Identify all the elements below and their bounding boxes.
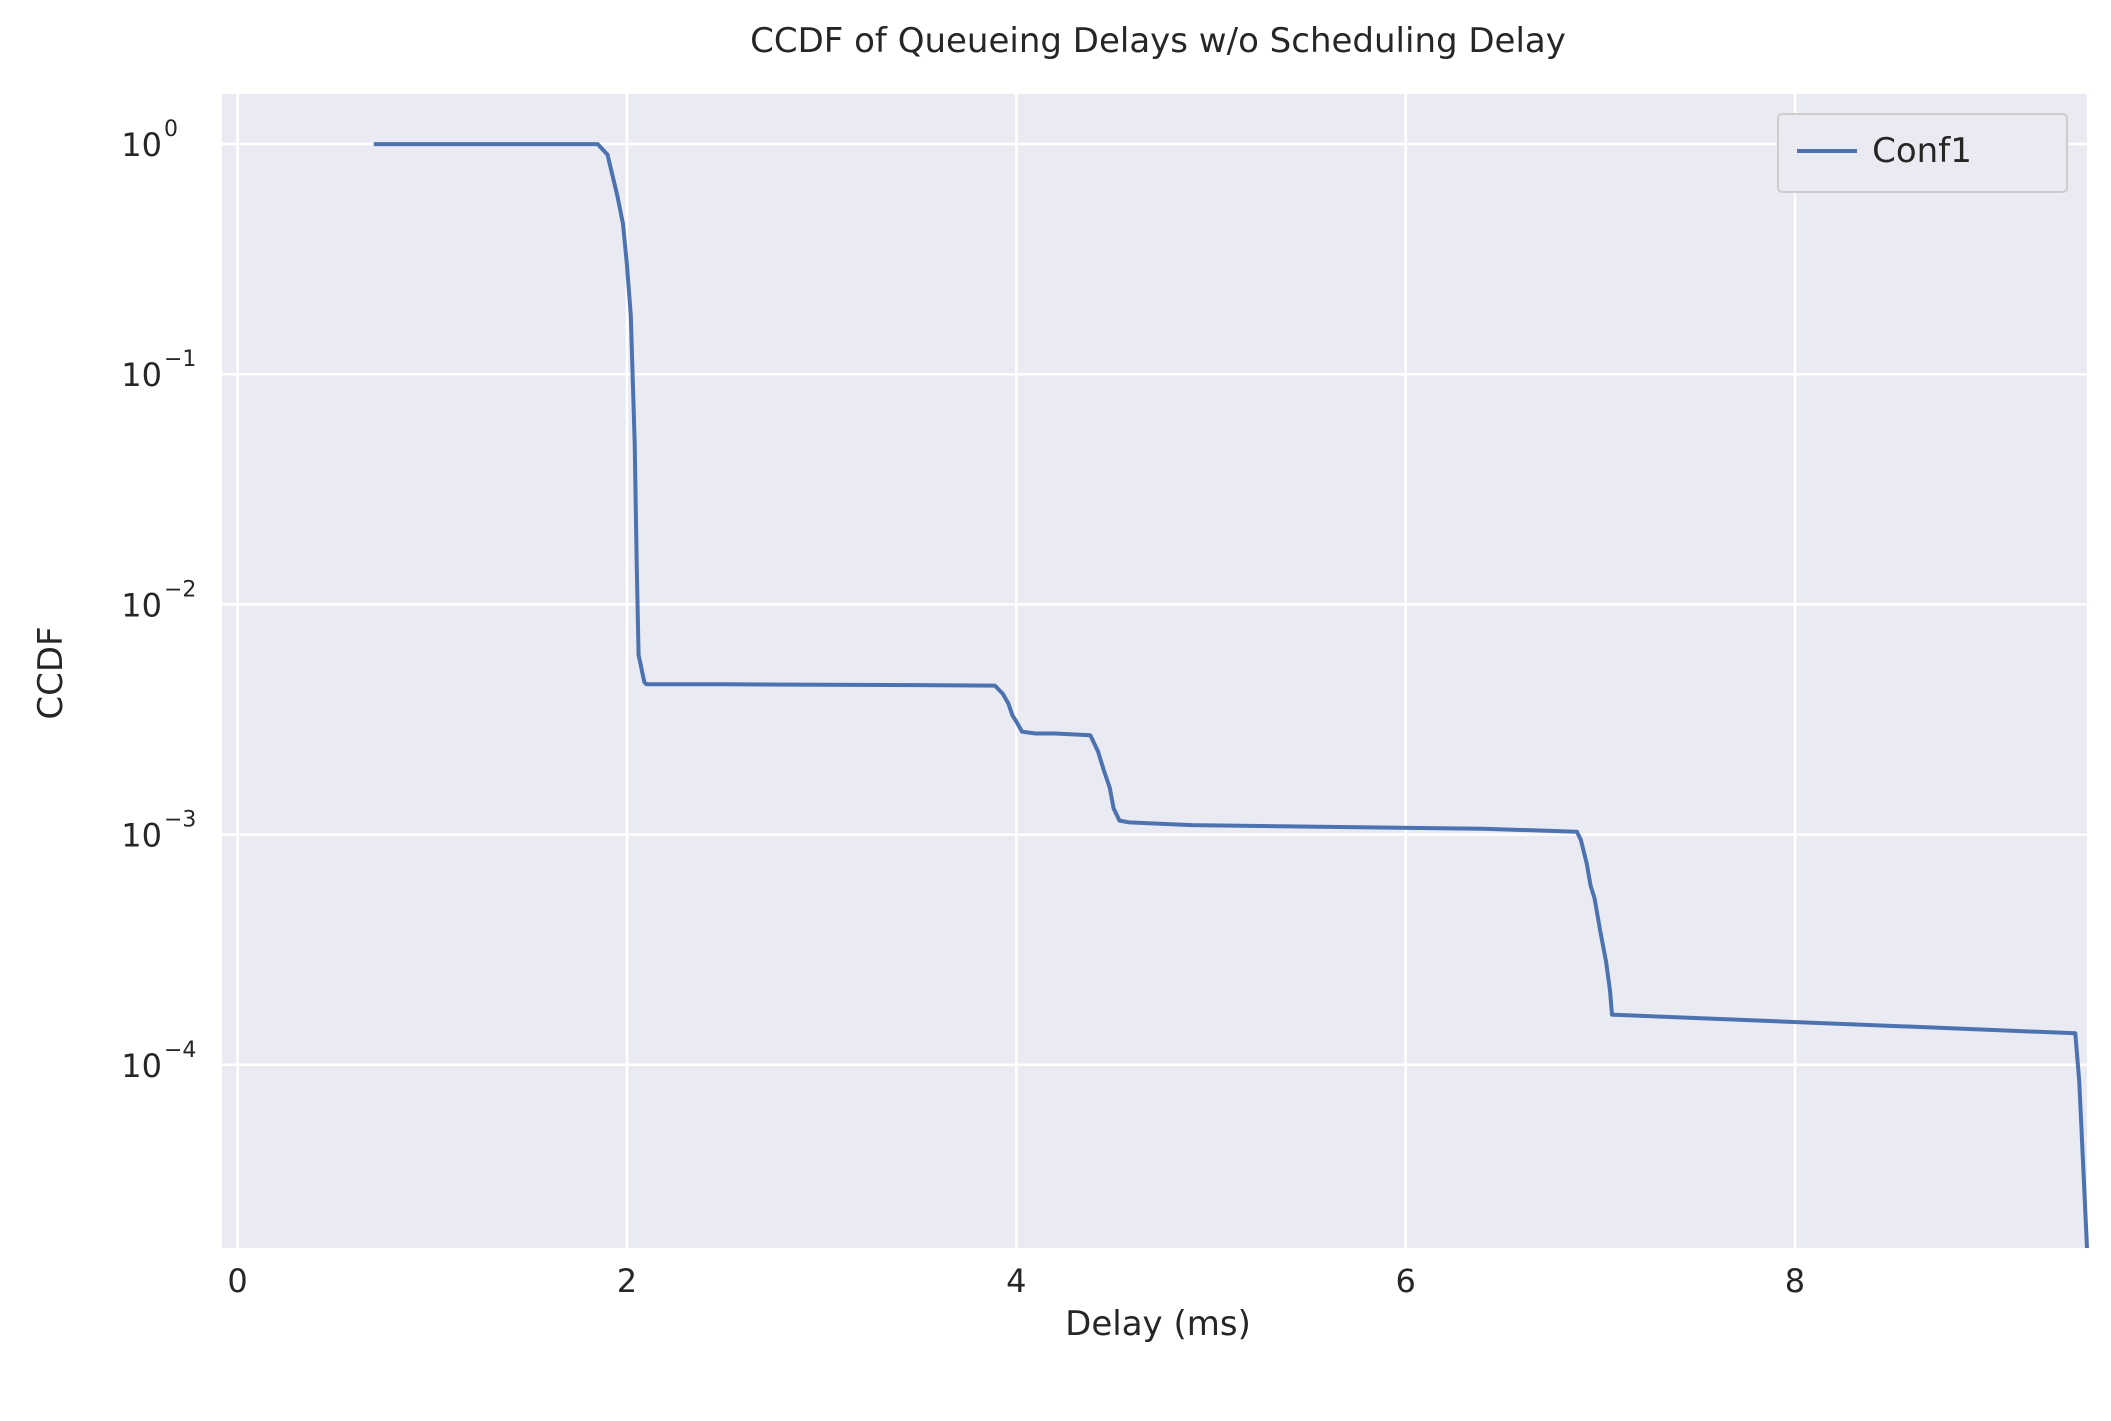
y-tick-base: 10 bbox=[121, 356, 162, 394]
y-tick-base: 10 bbox=[121, 1047, 162, 1085]
y-tick-base: 10 bbox=[121, 586, 162, 624]
x-tick-label: 6 bbox=[1395, 1262, 1415, 1300]
series-line-conf1 bbox=[373, 142, 2089, 1249]
x-tick-label: 8 bbox=[1785, 1262, 1805, 1300]
plot-area bbox=[222, 94, 2087, 1248]
y-tick-base: 10 bbox=[121, 126, 162, 164]
x-axis-label: Delay (ms) bbox=[1065, 1304, 1251, 1344]
x-tick-label: 2 bbox=[617, 1262, 637, 1300]
y-tick-exponent: −2 bbox=[164, 577, 196, 602]
y-tick-exponent: −1 bbox=[164, 347, 196, 372]
y-tick-label: 10 −2 bbox=[121, 577, 196, 624]
series-lines bbox=[373, 142, 2089, 1249]
grid bbox=[222, 94, 2087, 1248]
chart-title: CCDF of Queueing Delays w/o Scheduling D… bbox=[750, 21, 1566, 61]
y-tick-label: 10 −3 bbox=[121, 808, 196, 855]
y-tick-label: 10 0 bbox=[121, 117, 178, 164]
legend[interactable]: Conf1 bbox=[1777, 113, 2068, 193]
y-tick-exponent: 0 bbox=[164, 117, 178, 142]
y-tick-exponent: −3 bbox=[164, 808, 196, 833]
x-tick-label: 4 bbox=[1006, 1262, 1026, 1300]
y-tick-label: 10 −4 bbox=[121, 1038, 196, 1085]
legend-box bbox=[1777, 113, 2068, 193]
x-tick-labels: 0 2 4 6 8 bbox=[227, 1262, 1805, 1300]
legend-label: Conf1 bbox=[1872, 131, 1972, 171]
x-tick-label: 0 bbox=[227, 1262, 247, 1300]
y-tick-label: 10 −1 bbox=[121, 347, 196, 394]
y-tick-base: 10 bbox=[121, 817, 162, 855]
y-tick-exponent: −4 bbox=[164, 1038, 196, 1063]
y-axis-label: CCDF bbox=[31, 626, 71, 719]
